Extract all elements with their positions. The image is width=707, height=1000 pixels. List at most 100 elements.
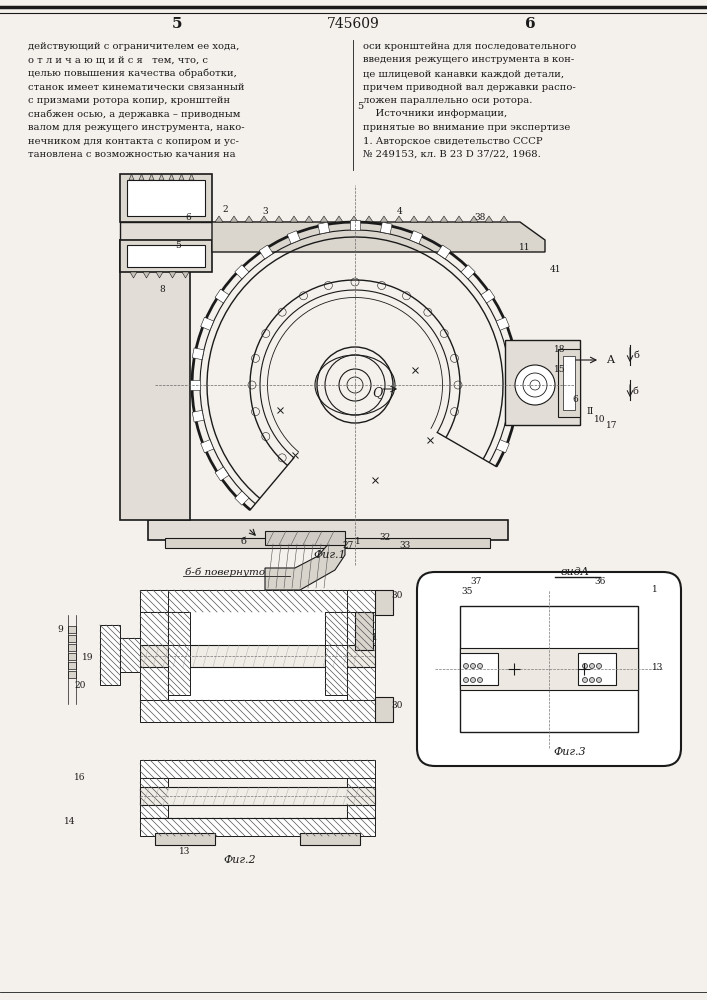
Polygon shape (215, 289, 229, 303)
Bar (168, 645, 190, 695)
Text: станок имеет кинематически связанный: станок имеет кинематически связанный (28, 83, 245, 92)
Circle shape (583, 664, 588, 668)
Text: о т л и ч а ю щ и й с я   тем, что, с: о т л и ч а ю щ и й с я тем, что, с (28, 55, 208, 64)
Bar (168, 590, 347, 700)
Polygon shape (395, 216, 403, 222)
Polygon shape (201, 317, 214, 330)
Text: 1: 1 (372, 633, 378, 642)
Bar (68, 653, 76, 660)
Bar (375, 590, 393, 615)
Text: 2: 2 (222, 206, 228, 215)
Bar (68, 662, 76, 669)
Text: Фиг.2: Фиг.2 (223, 855, 257, 865)
Polygon shape (410, 216, 418, 222)
Text: оси кронштейна для последовательного: оси кронштейна для последовательного (363, 42, 576, 51)
Text: 15: 15 (554, 365, 566, 374)
Text: б: б (240, 538, 246, 546)
Circle shape (477, 678, 482, 682)
Text: 5: 5 (172, 17, 182, 31)
Polygon shape (287, 231, 300, 244)
Polygon shape (437, 245, 451, 259)
Text: 1: 1 (652, 585, 658, 594)
Polygon shape (179, 174, 184, 180)
Bar (265, 531, 345, 545)
Text: 32: 32 (380, 534, 391, 542)
Circle shape (477, 664, 482, 668)
Bar (120, 638, 140, 672)
Text: 3: 3 (262, 208, 268, 217)
Circle shape (597, 664, 602, 668)
Polygon shape (380, 222, 392, 234)
Text: 745609: 745609 (327, 17, 380, 31)
Text: № 249153, кл. В 23 D 37/22, 1968.: № 249153, кл. В 23 D 37/22, 1968. (363, 150, 541, 159)
Text: видА: видА (561, 567, 590, 577)
Polygon shape (169, 272, 176, 278)
Text: 10: 10 (595, 416, 606, 424)
Polygon shape (129, 174, 134, 180)
Text: введения режущего инструмента в кон-: введения режущего инструмента в кон- (363, 55, 574, 64)
Polygon shape (425, 216, 433, 222)
Circle shape (470, 664, 476, 668)
Text: Фиг.1: Фиг.1 (314, 550, 346, 560)
Circle shape (590, 678, 595, 682)
Polygon shape (455, 216, 463, 222)
Bar (347, 778, 375, 818)
Polygon shape (190, 380, 200, 390)
Text: б-б повернуто: б-б повернуто (185, 567, 265, 577)
Polygon shape (506, 348, 518, 360)
Bar (165, 538, 490, 548)
Polygon shape (350, 216, 358, 222)
Text: снабжен осью, а державка – приводным: снабжен осью, а державка – приводным (28, 109, 240, 119)
Polygon shape (440, 216, 448, 222)
Text: 5: 5 (357, 102, 363, 111)
Text: II: II (586, 408, 594, 416)
Text: 6: 6 (525, 17, 535, 31)
Bar (558, 349, 580, 417)
Bar (68, 635, 76, 642)
Text: 13: 13 (653, 664, 664, 672)
Text: 36: 36 (595, 578, 606, 586)
Polygon shape (461, 265, 475, 279)
Text: A: A (606, 355, 614, 365)
Polygon shape (169, 174, 174, 180)
Bar (127, 180, 205, 216)
Bar (120, 222, 295, 240)
Polygon shape (365, 216, 373, 222)
Text: действующий с ограничителем ее хода,: действующий с ограничителем ее хода, (28, 42, 240, 51)
Polygon shape (265, 542, 345, 590)
Polygon shape (159, 174, 164, 180)
Polygon shape (230, 216, 238, 222)
Polygon shape (510, 380, 520, 390)
Polygon shape (409, 231, 423, 244)
Bar (140, 645, 375, 667)
Text: 17: 17 (606, 422, 618, 430)
Text: Фиг.3: Фиг.3 (554, 747, 586, 757)
Polygon shape (245, 216, 253, 222)
Circle shape (590, 664, 595, 668)
Text: 20: 20 (74, 680, 86, 690)
Bar (100, 649, 140, 663)
Bar (325, 612, 347, 645)
Bar (300, 833, 360, 845)
Text: 41: 41 (549, 265, 561, 274)
Text: б: б (633, 351, 639, 360)
Polygon shape (275, 216, 283, 222)
Polygon shape (305, 216, 313, 222)
Polygon shape (259, 245, 273, 259)
Text: с призмами ротора копир, кронштейн: с призмами ротора копир, кронштейн (28, 96, 230, 105)
Polygon shape (182, 272, 189, 278)
Polygon shape (470, 216, 478, 222)
Text: це шлицевой канавки каждой детали,: це шлицевой канавки каждой детали, (363, 69, 564, 78)
Text: б: б (632, 387, 638, 396)
Text: 5: 5 (175, 240, 181, 249)
Text: 30: 30 (391, 590, 403, 599)
Text: Q: Q (372, 386, 382, 399)
Polygon shape (290, 216, 298, 222)
Text: 16: 16 (74, 774, 86, 782)
Polygon shape (149, 174, 154, 180)
Text: нечником для контакта с копиром и ус-: нечником для контакта с копиром и ус- (28, 136, 239, 145)
Text: 6: 6 (572, 395, 578, 404)
Text: 11: 11 (519, 242, 531, 251)
Polygon shape (318, 222, 329, 234)
Text: 33: 33 (399, 540, 411, 550)
